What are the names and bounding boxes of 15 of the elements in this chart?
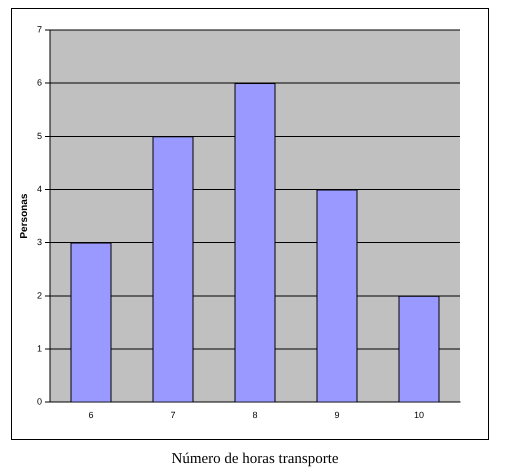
y-tick-label: 7: [36, 24, 42, 34]
x-tick-label: 7: [170, 410, 176, 420]
y-tick-label: 6: [36, 78, 42, 88]
x-tick-label: 8: [252, 410, 258, 420]
x-tick-label: 10: [414, 410, 424, 420]
x-tick-label: 6: [88, 410, 94, 420]
y-tick-label: 3: [36, 237, 42, 248]
y-tick-label: 2: [36, 290, 42, 300]
x-axis-title: Número de horas transporte: [171, 450, 339, 467]
y-axis-title: Personas: [18, 193, 30, 239]
y-tick-label: 0: [36, 396, 42, 407]
x-tick-label: 9: [334, 410, 340, 420]
y-tick-label: 4: [36, 184, 42, 194]
y-tick-label: 5: [36, 130, 42, 141]
y-tick-label: 1: [36, 344, 42, 354]
